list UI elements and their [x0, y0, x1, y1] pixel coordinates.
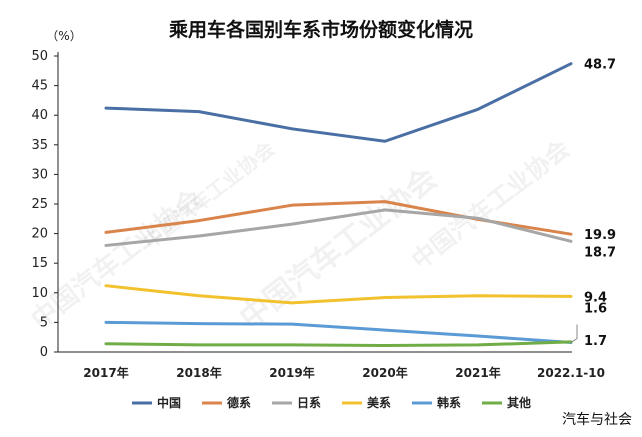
x-tick-label: 2021年 [455, 365, 500, 380]
end-data-label: 18.7 [584, 245, 616, 260]
y-axis-unit: （%） [46, 29, 81, 43]
watermark-text: 中国汽车工业协会 [406, 134, 575, 274]
y-tick-label: 40 [31, 108, 48, 123]
y-tick-label: 15 [31, 256, 48, 271]
leader-line [570, 324, 578, 343]
credit-text: 汽车与社会 [562, 412, 632, 428]
y-tick-label: 10 [31, 286, 48, 301]
end-data-label: 48.7 [584, 58, 616, 73]
y-tick-label: 35 [31, 138, 48, 153]
series-line-日系 [104, 208, 573, 247]
x-tick-label: 2017年 [83, 365, 128, 380]
y-tick-label: 20 [31, 227, 48, 242]
end-data-label: 19.9 [584, 228, 616, 243]
series-line-其他 [104, 340, 573, 347]
y-tick-label: 30 [31, 167, 48, 182]
y-tick-label: 50 [31, 49, 48, 64]
end-data-label: 9.4 [584, 290, 607, 305]
y-tick-label: 25 [31, 197, 48, 212]
x-tick-label: 2018年 [176, 365, 221, 380]
end-data-label: 1.6 [584, 302, 607, 317]
x-tick-label: 2020年 [362, 365, 407, 380]
legend-label: 日系 [297, 395, 321, 410]
legend-label: 其他 [507, 395, 531, 410]
data-labels-layer: 48.7 19.9 18.7 9.41.6 1.7 [570, 58, 616, 349]
legend: 中国 德系 日系 美系 韩系 其他 [132, 395, 531, 410]
legend-label: 美系 [367, 395, 391, 410]
x-tick-label: 2019年 [269, 365, 314, 380]
end-data-label: 1.7 [584, 334, 607, 349]
legend-label: 中国 [157, 395, 181, 410]
y-tick-label: 5 [40, 315, 48, 330]
chart-title: 乘用车各国别车系市场份额变化情况 [168, 18, 473, 41]
legend-label: 韩系 [437, 395, 461, 410]
series-layer [104, 62, 573, 347]
legend-label: 德系 [227, 395, 251, 410]
y-tick-label: 45 [31, 79, 48, 94]
axes: 0 5 10 15 20 25 30 35 40 45 50 2017年 2018年 2019年 2020年… [31, 49, 605, 380]
x-tick-label: 2022.1-10 [537, 366, 605, 380]
series-line-美系 [104, 284, 573, 305]
series-line-中国 [104, 62, 573, 143]
series-line-韩系 [104, 320, 573, 345]
watermark-text: 中国汽车工业协会 [138, 137, 279, 254]
y-tick-label: 0 [40, 345, 48, 360]
